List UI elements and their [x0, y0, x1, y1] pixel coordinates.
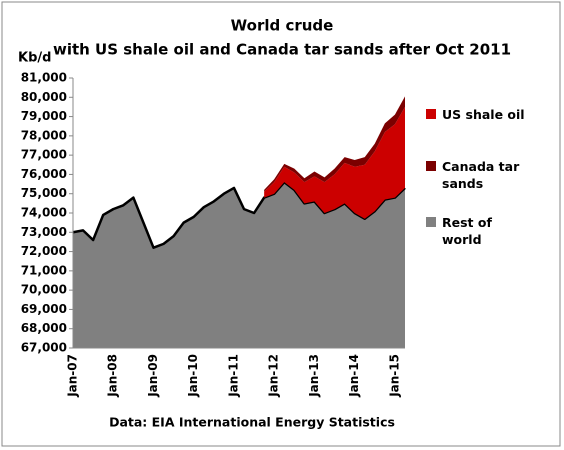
- legend-label: US shale oil: [442, 107, 525, 122]
- x-tick-label: Jan-07: [66, 354, 80, 398]
- y-tick-label: 75,000: [21, 186, 67, 200]
- x-tick-label: Jan-12: [267, 354, 281, 398]
- legend-item: Canada tar sands: [426, 158, 556, 192]
- x-tick-label: Jan-15: [387, 354, 401, 398]
- series-line: [72, 180, 406, 249]
- chart-title: World crude: [231, 17, 334, 35]
- y-axis-label: Kb/d: [18, 51, 51, 66]
- y-tick-label: 67,000: [21, 341, 67, 355]
- y-tick-label: 73,000: [21, 225, 67, 239]
- chart-subtitle: with US shale oil and Canada tar sands a…: [53, 41, 511, 59]
- y-tick-label: 72,000: [21, 244, 67, 258]
- y-tick-label: 78,000: [21, 128, 67, 142]
- x-tick-label: Jan-14: [347, 354, 361, 398]
- x-tick-label: Jan-13: [307, 354, 321, 398]
- legend-swatch: [426, 109, 436, 119]
- legend-swatch: [426, 217, 436, 227]
- x-tick-label: Jan-10: [186, 354, 200, 398]
- y-tick-label: 70,000: [21, 283, 67, 297]
- legend-label: Rest of world: [442, 215, 492, 247]
- legend-label: Canada tar sands: [442, 159, 520, 191]
- legend-item: Rest of world: [426, 214, 556, 248]
- y-tick-label: 68,000: [21, 321, 67, 335]
- y-tick-label: 80,000: [21, 90, 67, 104]
- x-tick-label: Jan-09: [146, 354, 160, 398]
- y-tick-label: 76,000: [21, 167, 67, 181]
- y-tick-label: 74,000: [21, 206, 67, 220]
- area: [264, 106, 405, 219]
- x-tick-label: Jan-11: [226, 354, 240, 398]
- area: [73, 182, 405, 348]
- area: [264, 96, 405, 192]
- y-tick-label: 81,000: [21, 71, 67, 85]
- legend-swatch: [426, 161, 436, 171]
- x-tick-label: Jan-08: [106, 354, 120, 398]
- y-tick-label: 71,000: [21, 263, 67, 277]
- y-tick-label: 69,000: [21, 302, 67, 316]
- source-note: Data: EIA International Energy Statistic…: [109, 415, 395, 430]
- y-tick-label: 77,000: [21, 148, 67, 162]
- y-tick-label: 79,000: [21, 109, 67, 123]
- legend-item: US shale oil: [426, 106, 556, 123]
